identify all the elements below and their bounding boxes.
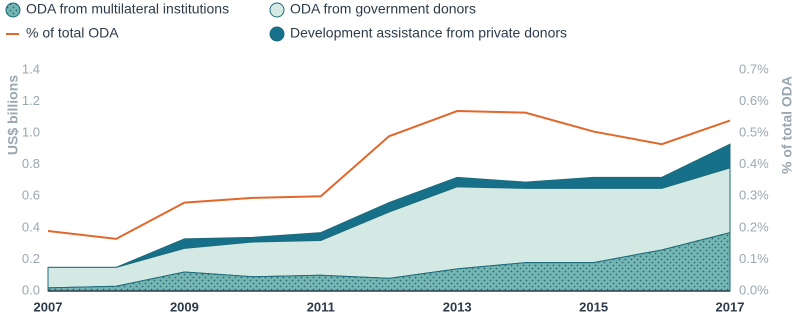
- y2-tick-label: 0.4%: [739, 156, 769, 171]
- y2-tick-label: 0.2%: [739, 219, 769, 234]
- legend-label: % of total ODA: [26, 25, 119, 41]
- y2-tick-label: 0.3%: [739, 188, 769, 203]
- x-tick-label: 2013: [443, 299, 472, 314]
- legend-marker: [269, 2, 285, 18]
- y-tick-label: 1.0: [22, 125, 40, 140]
- x-tick-label: 2011: [307, 299, 335, 314]
- y-tick-label: 0.4: [22, 219, 40, 234]
- y2-tick-label: 0.1%: [739, 251, 769, 266]
- y-tick-label: 0.6: [22, 188, 40, 203]
- y2-tick-label: 0.6%: [739, 93, 769, 108]
- y2-tick-label: 0.7%: [739, 61, 769, 76]
- legend-marker: [5, 2, 21, 18]
- line: [47, 110, 731, 240]
- x-tick-label: 2015: [579, 299, 608, 314]
- x-tick-label: 2007: [34, 299, 63, 314]
- legend-label: ODA from multilateral institutions: [26, 1, 229, 17]
- y2-axis-title: % of total ODA: [779, 76, 795, 174]
- y-tick-label: 0.2: [22, 251, 40, 266]
- y-tick-label: 0.8: [22, 156, 40, 171]
- y2-tick-label: 0.0%: [739, 282, 769, 297]
- y-tick-label: 1.4: [22, 61, 40, 76]
- y-tick-label: 1.2: [22, 93, 40, 108]
- legend-label: Development assistance from private dono…: [290, 25, 567, 41]
- y2-tick-label: 0.5%: [739, 125, 769, 140]
- x-tick-label: 2009: [170, 299, 199, 314]
- y-tick-label: 0.0: [22, 282, 40, 297]
- legend-label: ODA from government donors: [290, 1, 476, 17]
- y-axis-title: US$ billions: [5, 75, 21, 155]
- legend-marker: [269, 26, 285, 42]
- x-tick-label: 2017: [716, 299, 745, 314]
